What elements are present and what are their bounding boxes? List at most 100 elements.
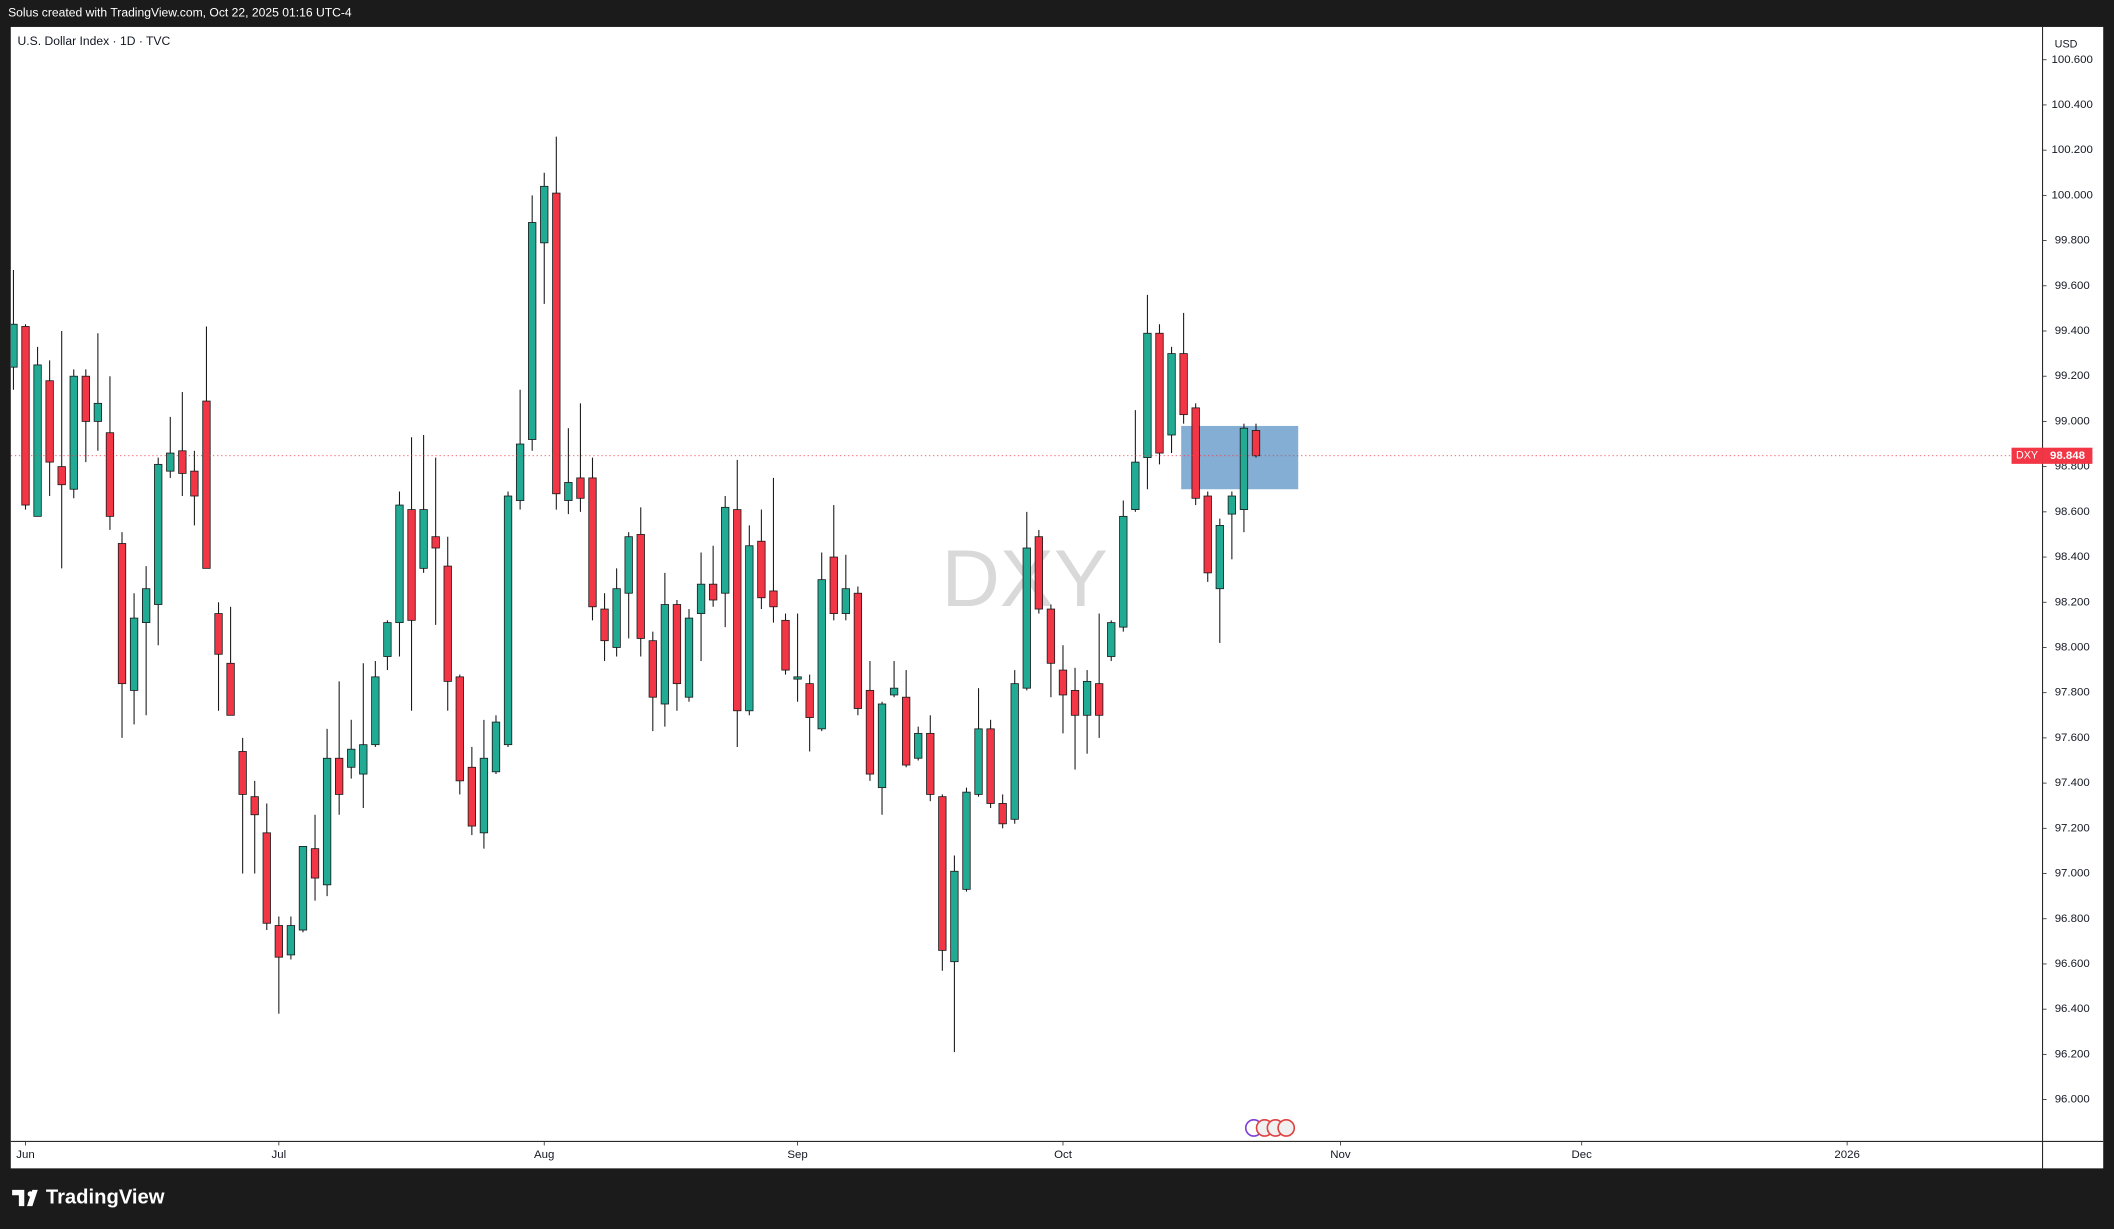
chart-title: U.S. Dollar Index · 1D · TVC [18, 34, 171, 48]
candle-body [1058, 669, 1068, 696]
y-tick-label: 100.200 [2052, 144, 2093, 156]
candle-body [383, 622, 392, 657]
candle-body [1191, 407, 1200, 499]
candle-body [1082, 680, 1092, 716]
header-text: Solus created with TradingView.com, Oct … [8, 6, 352, 20]
candle-body [974, 728, 983, 795]
candle-body [178, 450, 187, 474]
x-tick-label: Sep [787, 1149, 807, 1161]
highlight-box [1181, 425, 1299, 490]
candle-body [45, 380, 54, 463]
y-tick-label: 98.800 [2055, 461, 2090, 473]
candle-body [528, 222, 537, 440]
candle-body [1010, 683, 1019, 820]
candle-body [696, 583, 706, 614]
candle-body [395, 504, 404, 624]
currency-label: USD [2055, 38, 2078, 50]
y-tick-label: 97.400 [2055, 777, 2090, 789]
candle-body [21, 326, 30, 506]
candle-body [154, 463, 163, 605]
chart-background [10, 26, 2104, 1169]
candle-body [769, 590, 778, 608]
candle-body [1239, 427, 1249, 510]
candle-body [105, 432, 115, 517]
candle-body [69, 375, 78, 490]
x-tick-label: Jul [272, 1149, 287, 1161]
candle-body [226, 662, 235, 716]
candle-body [902, 696, 911, 766]
candle-body [721, 506, 730, 594]
candle-body [491, 721, 501, 773]
candle-body [1131, 461, 1140, 510]
y-tick-label: 96.600 [2055, 958, 2090, 970]
candle-body [781, 619, 790, 671]
candle-body [998, 803, 1007, 825]
candle-body [166, 452, 175, 472]
candle-body [322, 757, 332, 886]
candle-body [1155, 332, 1164, 454]
candle-body [708, 583, 718, 601]
candle-body [1251, 430, 1261, 457]
candle-body [757, 540, 766, 599]
y-tick-label: 99.200 [2055, 370, 2090, 382]
candle-body [1034, 536, 1043, 610]
candle-body [829, 556, 838, 614]
candle-body [805, 683, 814, 718]
y-tick-label: 96.400 [2055, 1003, 2090, 1015]
y-tick-label: 100.000 [2052, 189, 2093, 201]
candle-body [93, 402, 103, 422]
candle-body [117, 543, 127, 685]
symbol-tag: DXY [2016, 450, 2038, 462]
y-tick-label: 98.400 [2055, 551, 2090, 563]
y-tick-label: 97.800 [2055, 687, 2090, 699]
candle-body [1046, 608, 1056, 664]
y-tick-label: 99.800 [2055, 235, 2090, 247]
y-tick-label: 99.400 [2055, 325, 2090, 337]
y-tick-label: 97.200 [2055, 822, 2090, 834]
y-tick-label: 100.600 [2052, 54, 2093, 66]
candle-body [950, 870, 959, 963]
candle-body [600, 608, 609, 642]
candle-body [141, 588, 151, 624]
candle-body [540, 185, 549, 244]
candle-body [467, 766, 477, 827]
candle-body [503, 495, 513, 746]
candle-body [10, 323, 18, 368]
candle-body [129, 617, 139, 691]
candle-body [793, 676, 802, 680]
y-tick-label: 96.000 [2055, 1094, 2090, 1106]
symbol-tag-bg [2011, 447, 2043, 464]
candle-body [250, 796, 259, 816]
candle-body [347, 748, 356, 768]
candle-body [286, 925, 296, 956]
candle-body [214, 613, 223, 655]
candle-body [588, 477, 597, 608]
y-tick-label: 96.200 [2055, 1048, 2090, 1060]
logo-text: TradingView [46, 1186, 165, 1208]
candle-body [877, 703, 887, 789]
candle-body [636, 534, 645, 639]
candle-body [443, 565, 452, 682]
y-tick-label: 99.000 [2055, 415, 2090, 427]
candle-body [407, 509, 416, 621]
candle-body [962, 791, 971, 890]
candle-body [238, 751, 247, 795]
candle-body [431, 536, 440, 549]
candle-body [926, 732, 935, 795]
candle-body [1227, 495, 1237, 515]
candle-body [986, 728, 995, 804]
y-tick-label: 98.200 [2055, 596, 2090, 608]
candle-body [576, 477, 585, 499]
candle-body [1215, 525, 1224, 590]
candle-body [57, 466, 66, 486]
candle-body [1179, 353, 1188, 416]
candle-body [612, 588, 621, 648]
candle-body [419, 509, 428, 569]
candle-body [81, 375, 90, 422]
candle-body [298, 845, 308, 931]
candle-body [672, 604, 682, 685]
candle-body [817, 579, 826, 730]
event-icons [1244, 1119, 1296, 1137]
candle-body [552, 192, 561, 495]
